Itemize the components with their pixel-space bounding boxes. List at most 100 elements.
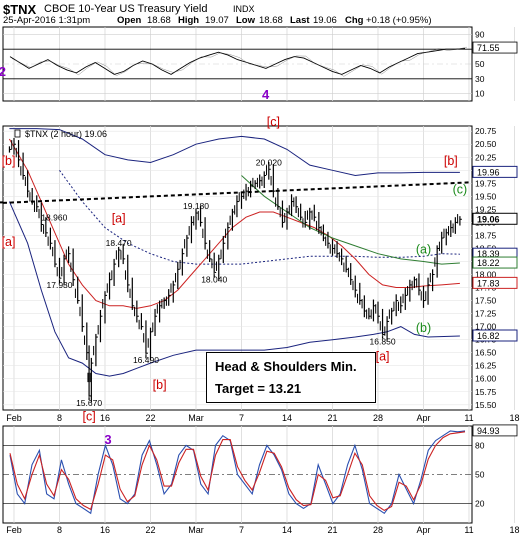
lower-osc-tick-label: 20 — [475, 499, 485, 509]
last-value-tag — [472, 276, 518, 289]
lower-x-tick-label: 8 — [57, 525, 62, 535]
legend-swatch — [14, 129, 21, 138]
price-tick-label: 20.75 — [475, 126, 497, 136]
upper-osc-detail-line — [11, 46, 468, 77]
price-tick-label: 20.50 — [475, 139, 497, 149]
price-x-tick-label: 18 — [509, 413, 519, 423]
price-tick-label: 20.25 — [475, 152, 497, 162]
lower-x-tick-label: 18 — [509, 525, 519, 535]
header-datetime: 25-Apr-2016 1:31pm — [3, 15, 91, 26]
low-label: Low — [236, 15, 255, 26]
exchange-label: INDX — [233, 4, 255, 14]
last-value: 19.06 — [313, 15, 337, 26]
lower-x-tick-label: Feb — [6, 525, 22, 535]
upper-osc-last-tag — [472, 41, 518, 54]
low-value: 18.68 — [259, 15, 283, 26]
point-value-label: 18.040 — [201, 274, 227, 284]
lower-x-tick-label: 28 — [373, 525, 383, 535]
last-value-tag — [472, 329, 518, 342]
lower-osc-tick-label: 80 — [475, 440, 485, 450]
lower-x-tick-label: 11 — [464, 525, 473, 535]
price-tick-label: 16.50 — [475, 348, 497, 358]
high-value: 19.07 — [205, 15, 229, 26]
price-x-tick-label: 14 — [282, 413, 292, 423]
upper-osc-tick-label: 30 — [475, 74, 485, 84]
last-value-tag-label: 16.82 — [477, 331, 500, 341]
lower-x-tick-label: 22 — [145, 525, 155, 535]
point-value-label: 17.930 — [47, 280, 73, 290]
lower-x-tick-label: 7 — [239, 525, 244, 535]
last-value-tag-label: 18.39 — [477, 249, 500, 259]
price-x-tick-label: 21 — [327, 413, 337, 423]
last-value-tag-label: 19.06 — [477, 214, 500, 224]
price-x-tick-label: 11 — [464, 413, 473, 423]
price-tick-label: 19.75 — [475, 178, 497, 188]
pattern-note-target: Target = 13.21 — [215, 381, 302, 396]
upper-osc-tick-label: 50 — [475, 59, 485, 69]
pattern-note-title: Head & Shoulders Min. — [215, 359, 357, 374]
price-tick-label: 15.50 — [475, 400, 497, 410]
wave-label: [b] — [2, 154, 16, 168]
price-tick-label: 16.25 — [475, 361, 497, 371]
last-value-tag-label: 17.83 — [477, 278, 500, 288]
point-value-label: 16.490 — [133, 355, 159, 365]
wave-label-4: 4 — [262, 87, 270, 102]
lower-osc-line-slow — [9, 431, 466, 512]
price-x-tick-label: 28 — [373, 413, 383, 423]
point-value-label: 18.960 — [41, 212, 67, 222]
price-tick-label: 17.00 — [475, 322, 497, 332]
price-x-tick-label: 7 — [239, 413, 244, 423]
lower-x-tick-label: Mar — [188, 525, 204, 535]
wave-label: [a] — [2, 235, 16, 249]
wave-label-3: 3 — [104, 432, 111, 447]
lower-x-tick-label: 14 — [282, 525, 292, 535]
wave-label: [b] — [444, 154, 458, 168]
blue-dotted-ma-line — [59, 170, 460, 265]
price-legend: $TNX (2 hour) 19.06 — [25, 129, 107, 139]
price-x-tick-label: 8 — [57, 413, 62, 423]
pattern-note-box: Head & Shoulders Min. Target = 13.21 — [206, 352, 376, 403]
price-tick-label: 17.50 — [475, 296, 497, 306]
wave-label: (c) — [453, 183, 468, 197]
neckline-trendline — [2, 181, 473, 204]
last-value-tag-label: 19.96 — [477, 167, 500, 177]
point-value-label: 19.180 — [183, 201, 209, 211]
upper-osc-last-value: 71.55 — [477, 43, 500, 53]
last-value-tag-label: 18.22 — [477, 258, 500, 268]
lower-x-tick-label: 21 — [327, 525, 337, 535]
upper-osc-line — [9, 48, 466, 75]
lower-osc-line-fast — [9, 430, 466, 515]
last-value-tag — [472, 165, 518, 178]
price-tick-label: 19.50 — [475, 191, 497, 201]
lower-osc-last-tag — [472, 424, 518, 437]
wave-label: [c] — [82, 409, 95, 423]
price-bars — [8, 137, 462, 403]
open-label: Open — [117, 15, 142, 26]
lower-x-tick-label: 16 — [100, 525, 110, 535]
last-value-tag — [472, 256, 518, 269]
instrument-name: CBOE 10-Year US Treasury Yield — [44, 3, 208, 15]
band-upper-line — [9, 128, 460, 177]
wave-label: (b) — [416, 321, 431, 335]
price-tick-label: 17.25 — [475, 309, 497, 319]
wave-label: [a] — [376, 349, 390, 363]
lower-osc-last-value: 94.93 — [477, 426, 500, 436]
price-tick-label: 18.00 — [475, 270, 497, 280]
wave-label: [b] — [153, 378, 167, 392]
upper-osc-tick-label: 90 — [475, 29, 485, 39]
change-label: Chg — [345, 15, 364, 26]
price-tick-label: 19.25 — [475, 204, 497, 214]
lower-osc-tick-label: 50 — [475, 470, 485, 480]
open-value: 18.68 — [147, 15, 171, 26]
price-x-tick-label: Apr — [416, 413, 430, 423]
price-x-tick-label: 22 — [145, 413, 155, 423]
last-value-tag — [472, 212, 518, 225]
change-value: +0.18 (+0.95%) — [366, 15, 432, 26]
wave-label: [c] — [267, 115, 280, 129]
point-value-label: 15.670 — [76, 398, 102, 408]
chart-header: $TNX CBOE 10-Year US Treasury Yield INDX… — [0, 0, 520, 26]
price-x-tick-label: 16 — [100, 413, 110, 423]
wave-label: [a] — [112, 211, 126, 225]
point-value-label: 20.020 — [256, 157, 282, 167]
